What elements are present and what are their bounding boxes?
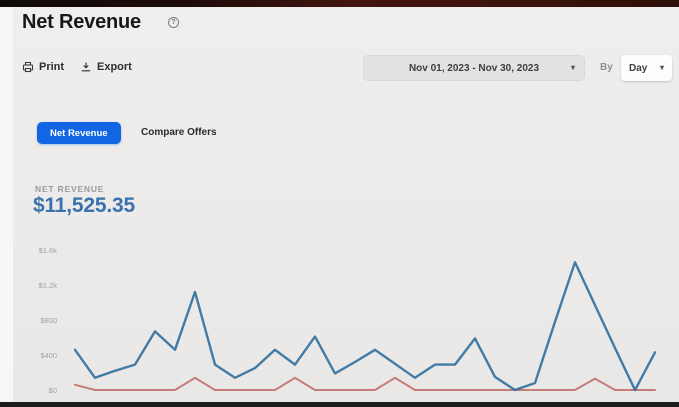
- y-axis-tick-label: $800: [40, 315, 57, 325]
- by-label: By: [600, 62, 613, 73]
- secondary-line: [74, 376, 656, 391]
- y-axis-tick-label: $1.2k: [38, 280, 57, 290]
- tab-net-revenue[interactable]: Net Revenue: [37, 122, 121, 144]
- export-label: Export: [97, 61, 132, 73]
- top-window-edge: [0, 0, 679, 7]
- date-range-value: Nov 01, 2023 - Nov 30, 2023: [408, 62, 540, 74]
- date-range-select[interactable]: Nov 01, 2023 - Nov 30, 2023 ▾: [363, 55, 585, 81]
- tab-net-revenue-label: Net Revenue: [50, 127, 108, 139]
- y-axis-tick-label: $400: [40, 350, 57, 360]
- chevron-down-icon: ▾: [570, 63, 575, 72]
- print-label: Print: [39, 61, 65, 73]
- page-title: Net Revenue: [22, 11, 141, 33]
- download-icon: [80, 61, 92, 73]
- metric-value: $11,525.35: [33, 194, 135, 217]
- print-icon: [22, 61, 34, 73]
- interval-selected-value: Day: [629, 62, 648, 74]
- export-button[interactable]: Export: [80, 61, 132, 73]
- bottom-window-edge: [0, 402, 679, 407]
- info-icon[interactable]: ?: [168, 17, 179, 28]
- metric-label: NET REVENUE: [35, 184, 105, 194]
- net-revenue-line: [73, 261, 657, 392]
- print-button[interactable]: Print: [22, 61, 64, 73]
- y-axis-tick-label: $1.6k: [38, 245, 57, 255]
- y-axis-tick-label: $0: [48, 385, 57, 395]
- chevron-down-icon: ▾: [659, 63, 664, 72]
- tab-compare-offers[interactable]: Compare Offers: [141, 127, 217, 138]
- tab-compare-offers-label: Compare Offers: [141, 127, 217, 138]
- interval-select[interactable]: Day ▾: [621, 55, 672, 81]
- left-page-margin: [0, 7, 13, 402]
